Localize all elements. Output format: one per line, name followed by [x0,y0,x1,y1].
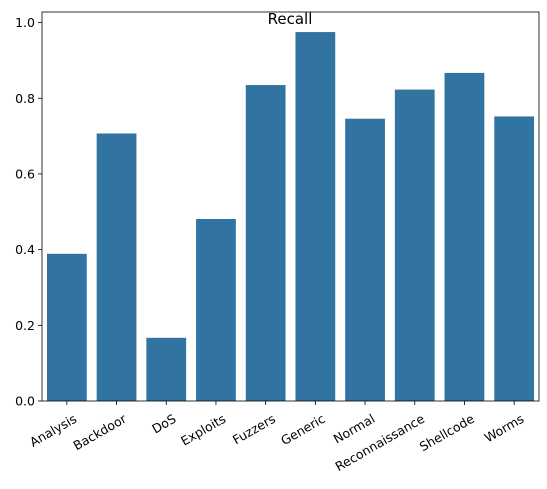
bar-fuzzers [245,85,286,401]
x-tick-label-shellcode: Shellcode [417,411,477,454]
y-tick-label: 0.0 [15,394,35,409]
plot-frame [41,11,540,402]
bars-group [46,32,535,402]
x-tick-label-analysis: Analysis [27,411,79,450]
bar-shellcode [444,72,485,402]
x-tick-label-worms: Worms [482,411,527,445]
x-tick-label-dos: DoS [149,411,178,437]
x-tick-label-reconnaissance: Reconnaissance [333,411,428,474]
bar-analysis [46,253,87,401]
y-tick-label: 0.2 [15,318,35,333]
bar-worms [494,116,535,401]
bar-dos [146,337,187,401]
bar-normal [345,118,385,402]
y-tick-label: 0.8 [15,91,35,106]
x-tick-label-backdoor: Backdoor [70,410,129,453]
bar-backdoor [96,133,137,401]
y-tick-label: 1.0 [15,15,35,30]
y-tick-label: 0.6 [15,166,35,181]
y-axis: 0.0 0.2 0.4 0.6 0.8 1.0 [15,15,42,409]
bar-reconnaissance [394,89,435,401]
x-tick-label-fuzzers: Fuzzers [230,411,278,447]
x-tick-label-exploits: Exploits [178,411,228,449]
x-tick-label-generic: Generic [278,411,328,448]
y-tick-label: 0.4 [15,242,35,257]
chart-title: Recall [268,10,313,28]
bar-generic [295,32,336,402]
bar-exploits [196,218,236,401]
